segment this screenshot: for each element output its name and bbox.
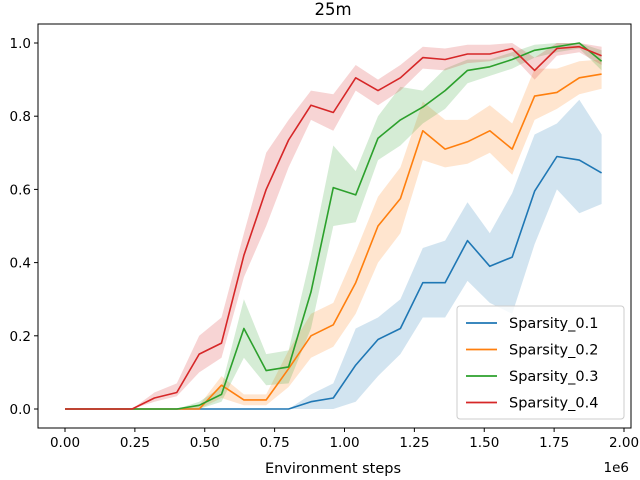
x-tick-label: 1.25 (399, 435, 429, 451)
plot-frame (37, 23, 632, 429)
y-axis: 0.0 0.2 0.4 0.6 0.8 1.0 (10, 36, 38, 418)
legend: Sparsity_0.1 Sparsity_0.2 Sparsity_0.3 Spar… (456, 305, 625, 420)
series-band-sparsity-0-1 (65, 99, 602, 409)
legend-box (456, 305, 625, 420)
x-axis-title: Environment steps (265, 461, 401, 477)
series-band-sparsity-0-4 (65, 43, 602, 409)
y-tick-label: 0.8 (10, 109, 31, 125)
y-tick-label: 0.6 (10, 182, 31, 198)
series-band-sparsity-0-3 (65, 43, 602, 409)
legend-label: Sparsity_0.2 (509, 343, 598, 359)
series-line-sparsity-0-3 (65, 42, 603, 410)
x-tick-label: 0.75 (260, 435, 290, 451)
y-tick-label: 1.0 (10, 36, 31, 52)
legend-label: Sparsity_0.1 (509, 316, 598, 332)
y-tick-label: 0.2 (10, 329, 31, 345)
x-axis: 0.00 0.25 0.50 0.75 1.00 1.25 1.50 1.75 2.00 (50, 428, 639, 451)
series-line-sparsity-0-4 (65, 45, 602, 410)
legend-label: Sparsity_0.4 (509, 396, 598, 412)
x-tick-label: 2.00 (609, 435, 639, 451)
y-tick-label: 0.0 (10, 402, 31, 418)
legend-label: Sparsity_0.3 (509, 369, 598, 385)
chart-title: 25m (314, 0, 351, 19)
x-offset-label: 1e6 (604, 460, 629, 476)
x-tick-label: 1.50 (469, 435, 499, 451)
x-tick-label: 1.00 (329, 435, 359, 451)
x-tick-label: 0.25 (120, 435, 150, 451)
x-tick-label: 0.00 (50, 435, 80, 451)
y-tick-label: 0.4 (10, 256, 31, 272)
x-tick-label: 1.75 (539, 435, 569, 451)
series-band-sparsity-0-2 (65, 59, 602, 409)
x-tick-label: 0.50 (190, 435, 220, 451)
